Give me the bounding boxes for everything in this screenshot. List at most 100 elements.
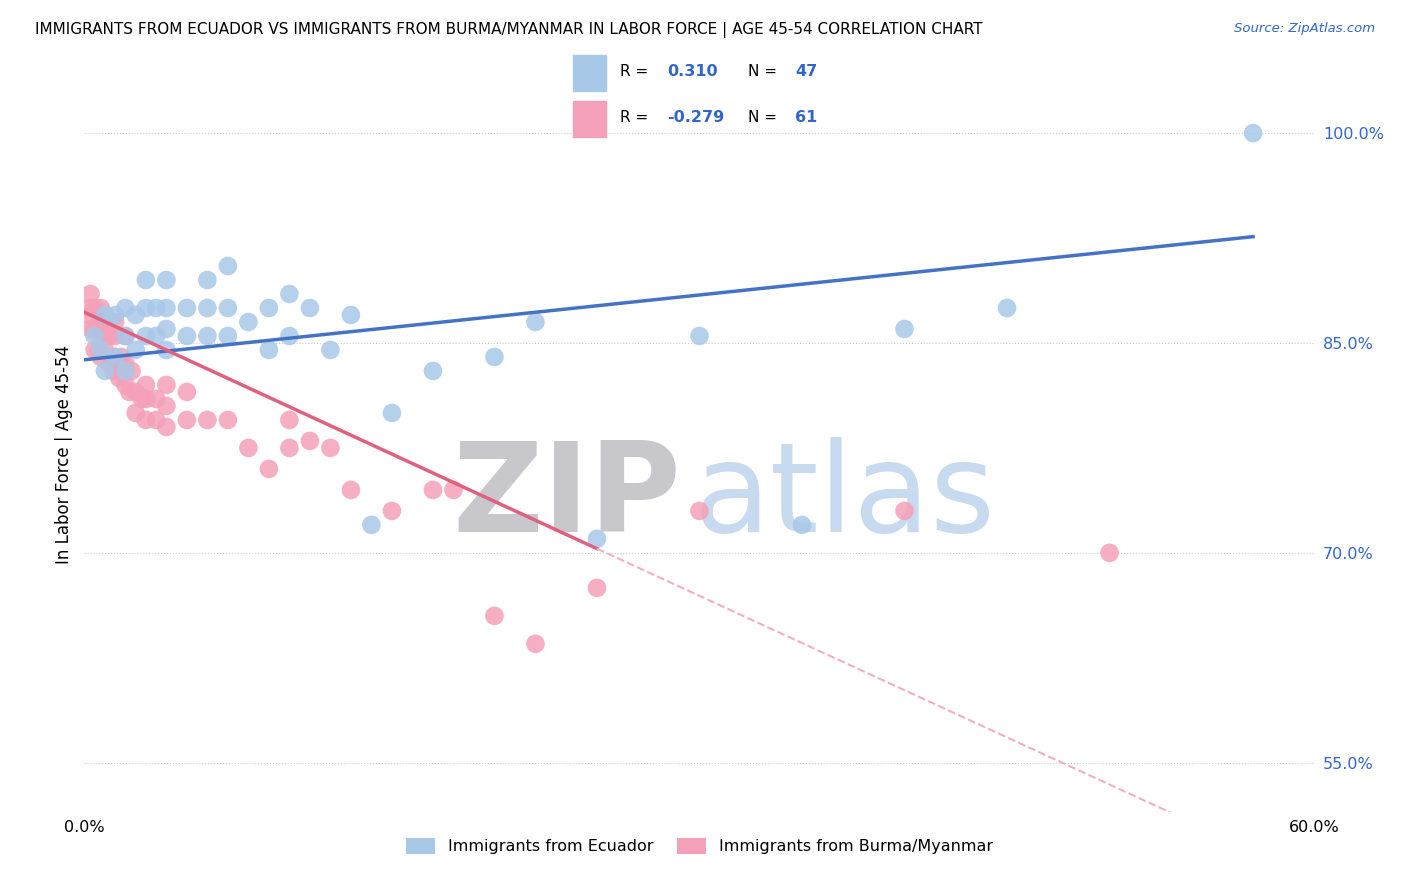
Point — [217, 413, 239, 427]
Point — [83, 343, 105, 357]
Point — [257, 462, 280, 476]
Point — [135, 329, 157, 343]
Point — [484, 350, 506, 364]
Point — [155, 420, 177, 434]
Point — [94, 315, 117, 329]
Text: atlas: atlas — [693, 437, 995, 558]
Point — [98, 329, 120, 343]
Point — [524, 637, 547, 651]
Point — [124, 343, 146, 357]
Point — [104, 350, 127, 364]
Point — [114, 378, 136, 392]
Point — [238, 315, 260, 329]
Point — [298, 434, 321, 448]
Point — [278, 287, 301, 301]
Point — [217, 329, 239, 343]
Point — [94, 364, 117, 378]
Point — [995, 301, 1018, 315]
Point — [90, 329, 112, 343]
Text: 0.310: 0.310 — [666, 63, 717, 78]
Point — [381, 504, 404, 518]
Point — [155, 378, 177, 392]
Point — [217, 259, 239, 273]
Point — [145, 301, 167, 315]
Point — [1098, 546, 1121, 560]
Point — [79, 322, 101, 336]
Text: -0.279: -0.279 — [666, 110, 724, 125]
Point — [278, 441, 301, 455]
Point — [135, 413, 157, 427]
Point — [124, 308, 146, 322]
Text: R =: R = — [620, 110, 648, 125]
Point — [114, 301, 136, 315]
Point — [104, 308, 127, 322]
Point — [104, 350, 127, 364]
Point — [108, 371, 131, 385]
Point — [176, 329, 198, 343]
Text: 61: 61 — [796, 110, 817, 125]
Point — [155, 399, 177, 413]
Point — [238, 441, 260, 455]
Point — [114, 329, 136, 343]
Point — [360, 517, 382, 532]
Text: 47: 47 — [796, 63, 817, 78]
Point — [155, 301, 177, 315]
Point — [155, 322, 177, 336]
Point — [278, 413, 301, 427]
Point — [586, 581, 609, 595]
Text: N =: N = — [748, 63, 778, 78]
Point — [90, 301, 112, 315]
Point — [443, 483, 465, 497]
Point — [79, 287, 101, 301]
Text: IMMIGRANTS FROM ECUADOR VS IMMIGRANTS FROM BURMA/MYANMAR IN LABOR FORCE | AGE 45: IMMIGRANTS FROM ECUADOR VS IMMIGRANTS FR… — [35, 22, 983, 38]
Point — [278, 329, 301, 343]
Y-axis label: In Labor Force | Age 45-54: In Labor Force | Age 45-54 — [55, 345, 73, 565]
Point — [131, 392, 153, 406]
Bar — [572, 55, 606, 91]
Point — [104, 329, 127, 343]
Point — [524, 315, 547, 329]
Point — [124, 384, 146, 399]
Text: Source: ZipAtlas.com: Source: ZipAtlas.com — [1234, 22, 1375, 36]
Point — [257, 343, 280, 357]
Point — [101, 364, 124, 378]
Point — [176, 301, 198, 315]
Point — [135, 378, 157, 392]
Point — [83, 322, 105, 336]
Point — [197, 329, 219, 343]
Point — [340, 483, 363, 497]
Point — [422, 483, 444, 497]
Point — [98, 357, 120, 371]
Point — [155, 273, 177, 287]
Point — [104, 315, 127, 329]
Point — [422, 364, 444, 378]
Point — [135, 392, 157, 406]
Point — [155, 343, 177, 357]
Point — [94, 308, 117, 322]
Point — [484, 608, 506, 623]
Point — [124, 406, 146, 420]
Point — [689, 504, 711, 518]
Point — [145, 329, 167, 343]
Point — [90, 343, 112, 357]
Point — [197, 301, 219, 315]
Point — [114, 357, 136, 371]
Point — [381, 406, 404, 420]
Point — [87, 322, 110, 336]
Text: N =: N = — [748, 110, 778, 125]
Point — [893, 504, 915, 518]
Point — [217, 301, 239, 315]
Point — [87, 343, 110, 357]
Point — [1241, 126, 1264, 140]
Point — [79, 308, 101, 322]
Point — [586, 532, 609, 546]
Legend: Immigrants from Ecuador, Immigrants from Burma/Myanmar: Immigrants from Ecuador, Immigrants from… — [399, 832, 1000, 861]
Point — [79, 301, 101, 315]
Point — [94, 343, 117, 357]
Text: R =: R = — [620, 63, 648, 78]
Point — [83, 329, 105, 343]
Point — [176, 384, 198, 399]
Point — [114, 329, 136, 343]
Point — [135, 273, 157, 287]
Point — [94, 329, 117, 343]
